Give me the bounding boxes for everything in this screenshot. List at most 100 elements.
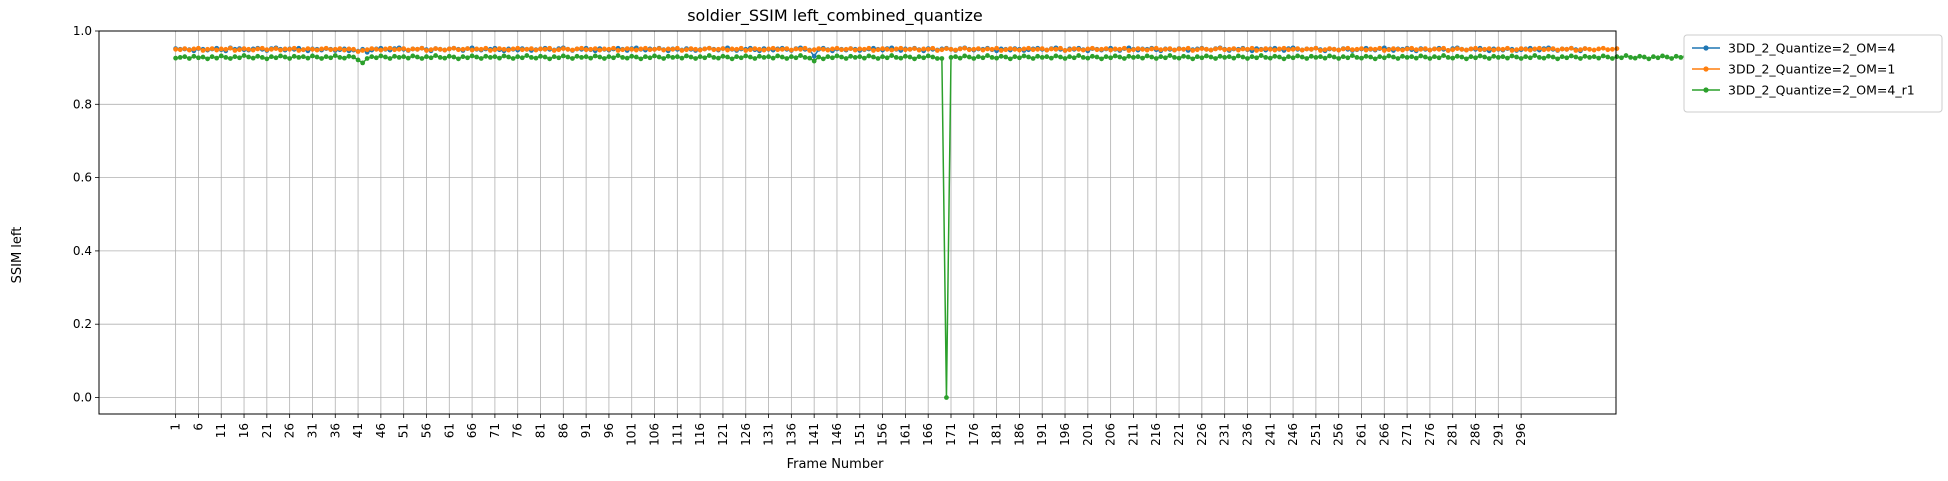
data-point	[560, 46, 566, 51]
data-point	[1591, 47, 1597, 53]
data-point	[807, 48, 813, 53]
data-point	[948, 54, 954, 60]
data-point	[1464, 56, 1469, 62]
data-point	[1413, 47, 1419, 53]
data-point	[1295, 53, 1301, 59]
data-point	[355, 49, 361, 54]
data-point	[264, 56, 270, 62]
data-point	[1372, 46, 1378, 52]
data-point	[1523, 46, 1529, 52]
data-point	[583, 47, 589, 53]
data-point	[684, 47, 689, 53]
data-point	[1204, 46, 1209, 52]
data-point	[565, 54, 571, 60]
data-point	[715, 55, 721, 61]
data-point	[656, 46, 662, 51]
data-point	[346, 53, 352, 59]
data-point	[1546, 53, 1551, 59]
data-point	[1080, 54, 1086, 60]
data-point	[1500, 54, 1506, 60]
data-point	[1486, 56, 1492, 61]
data-point	[944, 46, 949, 51]
data-point	[1381, 55, 1387, 61]
x-tick-label: 81	[534, 423, 548, 438]
data-point	[834, 45, 840, 51]
data-point	[688, 46, 694, 51]
data-point	[355, 57, 361, 63]
data-point	[1605, 54, 1611, 60]
data-point	[697, 54, 703, 60]
data-point	[1582, 53, 1588, 59]
data-point	[383, 54, 388, 60]
data-point	[989, 46, 995, 52]
x-tick-label: 56	[419, 423, 433, 438]
data-point	[711, 54, 717, 60]
data-point	[811, 47, 817, 53]
data-point	[839, 47, 844, 53]
data-point	[1477, 47, 1483, 53]
data-point	[1454, 46, 1460, 51]
data-point	[1185, 45, 1191, 51]
data-point	[1459, 46, 1465, 52]
x-tick-label: 171	[944, 423, 958, 446]
data-point	[1587, 54, 1592, 60]
data-point	[469, 47, 475, 53]
data-point	[437, 54, 443, 60]
data-point	[1651, 54, 1656, 60]
data-point	[1395, 46, 1401, 52]
x-tick-label: 26	[283, 423, 297, 438]
data-point	[916, 54, 922, 60]
data-point	[241, 46, 247, 51]
data-point	[1258, 53, 1264, 58]
y-tick-label: 1.0	[73, 24, 92, 38]
data-point	[442, 55, 448, 61]
data-point	[1199, 46, 1205, 51]
data-point	[674, 54, 680, 60]
data-point	[1290, 55, 1296, 61]
data-point	[1281, 56, 1287, 62]
data-point	[1149, 46, 1155, 52]
data-point	[1226, 54, 1232, 60]
data-point	[843, 56, 849, 61]
data-point	[428, 47, 434, 53]
data-point	[405, 55, 411, 61]
data-point	[255, 46, 261, 52]
data-point	[820, 56, 826, 62]
data-point	[1363, 53, 1369, 59]
data-point	[1235, 47, 1241, 53]
data-point	[414, 54, 420, 60]
data-point	[848, 53, 854, 59]
data-point	[925, 53, 931, 59]
data-point	[1473, 45, 1478, 51]
x-tick-label: 131	[762, 423, 776, 446]
data-point	[1217, 45, 1223, 51]
data-point	[775, 53, 781, 59]
data-point	[250, 47, 256, 53]
data-point	[1340, 54, 1346, 60]
data-point	[985, 46, 990, 52]
data-point	[770, 45, 776, 51]
data-point	[332, 53, 338, 58]
data-point	[816, 54, 822, 60]
data-point	[1386, 47, 1392, 53]
data-point	[196, 45, 201, 51]
data-point	[1272, 47, 1278, 53]
x-tick-label: 241	[1263, 423, 1277, 446]
data-point	[1048, 46, 1054, 52]
data-point	[1441, 53, 1446, 58]
y-tick-label: 0.6	[73, 171, 92, 185]
data-point	[752, 56, 758, 61]
x-tick-label: 46	[374, 423, 388, 438]
data-point	[314, 47, 320, 53]
data-point	[1199, 55, 1205, 61]
data-point	[196, 55, 201, 61]
data-point	[798, 46, 803, 52]
data-point	[396, 54, 402, 60]
data-point	[551, 54, 557, 60]
data-point	[1486, 46, 1492, 51]
data-point	[1669, 56, 1675, 61]
x-tick-label: 11	[214, 423, 228, 438]
data-point	[1559, 54, 1565, 60]
data-point	[620, 47, 626, 53]
data-point	[1559, 46, 1565, 52]
